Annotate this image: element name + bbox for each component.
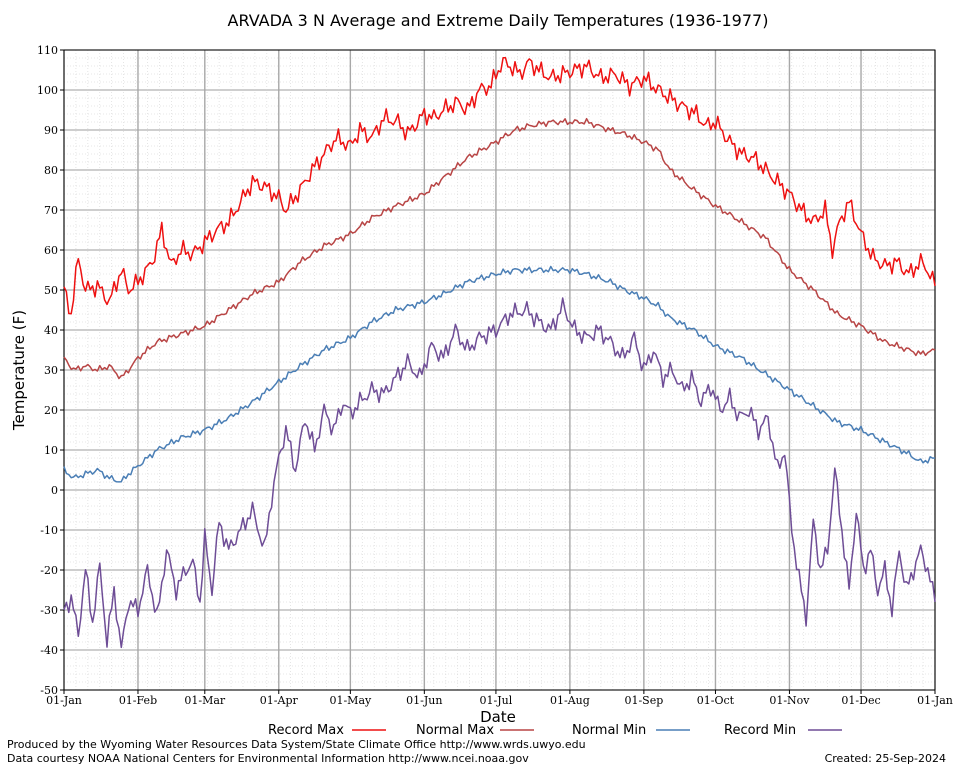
y-tick-label: 40: [44, 324, 58, 337]
y-tick-label: 10: [44, 444, 58, 457]
y-tick-label: 0: [51, 484, 58, 497]
credit-line-1: Produced by the Wyoming Water Resources …: [7, 738, 586, 751]
legend-label: Normal Max: [416, 723, 494, 738]
legend-label: Normal Min: [572, 723, 646, 738]
legend-label: Record Min: [724, 723, 796, 738]
y-tick-label: 30: [44, 364, 58, 377]
y-tick-label: 50: [44, 284, 58, 297]
x-tick-label: 01-Jul: [480, 694, 513, 707]
series-line-normal-max: [63, 117, 936, 380]
x-axis-label: Date: [480, 708, 516, 726]
x-tick-label: 01-Jun: [406, 694, 442, 707]
credit-line-2: Data courtesy NOAA National Centers for …: [7, 752, 529, 765]
legend-item: Normal Min: [572, 723, 690, 738]
y-tick-label: 100: [37, 84, 58, 97]
x-tick-label: 01-Mar: [184, 694, 226, 707]
y-tick-label: -30: [40, 604, 58, 617]
x-tick-label: 01-Jan: [917, 694, 953, 707]
series-lines: [63, 57, 936, 649]
y-tick-label: 70: [44, 204, 58, 217]
y-tick-label: -50: [40, 684, 58, 697]
y-axis-ticks: -50 -40 -30 -20 -10 0 10 20 30 40 50 60 70 80 90 100 110: [37, 44, 64, 697]
y-tick-label: 20: [44, 404, 58, 417]
x-tick-label: 01-Apr: [260, 694, 299, 707]
series-line-record-max: [63, 57, 936, 315]
x-axis-ticks: 01-Jan 01-Feb 01-Mar 01-Apr 01-May 01-Jun 01-J…: [46, 690, 953, 707]
x-tick-label: 01-Sep: [624, 694, 663, 707]
grid: [63, 49, 936, 691]
y-tick-label: 110: [37, 44, 58, 57]
legend-item: Record Min: [724, 723, 842, 738]
series-line-normal-min: [63, 265, 936, 483]
legend: Record Max Normal Max Normal Min Record Min: [268, 723, 842, 738]
x-tick-label: 01-May: [329, 694, 372, 707]
chart-title: ARVADA 3 N Average and Extreme Daily Tem…: [228, 11, 769, 30]
legend-item: Record Max: [268, 723, 386, 738]
y-axis-label: Temperature (F): [10, 310, 28, 431]
y-tick-label: -10: [40, 524, 58, 537]
x-tick-label: 01-Aug: [550, 694, 590, 707]
y-tick-label: -20: [40, 564, 58, 577]
series-line-record-min: [63, 297, 936, 649]
legend-item: Normal Max: [416, 723, 534, 738]
y-tick-label: -40: [40, 644, 58, 657]
y-tick-label: 90: [44, 124, 58, 137]
y-tick-label: 80: [44, 164, 58, 177]
x-tick-label: 01-Oct: [697, 694, 735, 707]
x-tick-label: 01-Feb: [119, 694, 157, 707]
x-tick-label: 01-Dec: [841, 694, 880, 707]
x-tick-label: 01-Jan: [46, 694, 82, 707]
x-tick-label: 01-Nov: [769, 694, 810, 707]
legend-label: Record Max: [268, 723, 344, 738]
y-tick-label: 60: [44, 244, 58, 257]
created-date: Created: 25-Sep-2024: [824, 752, 946, 765]
